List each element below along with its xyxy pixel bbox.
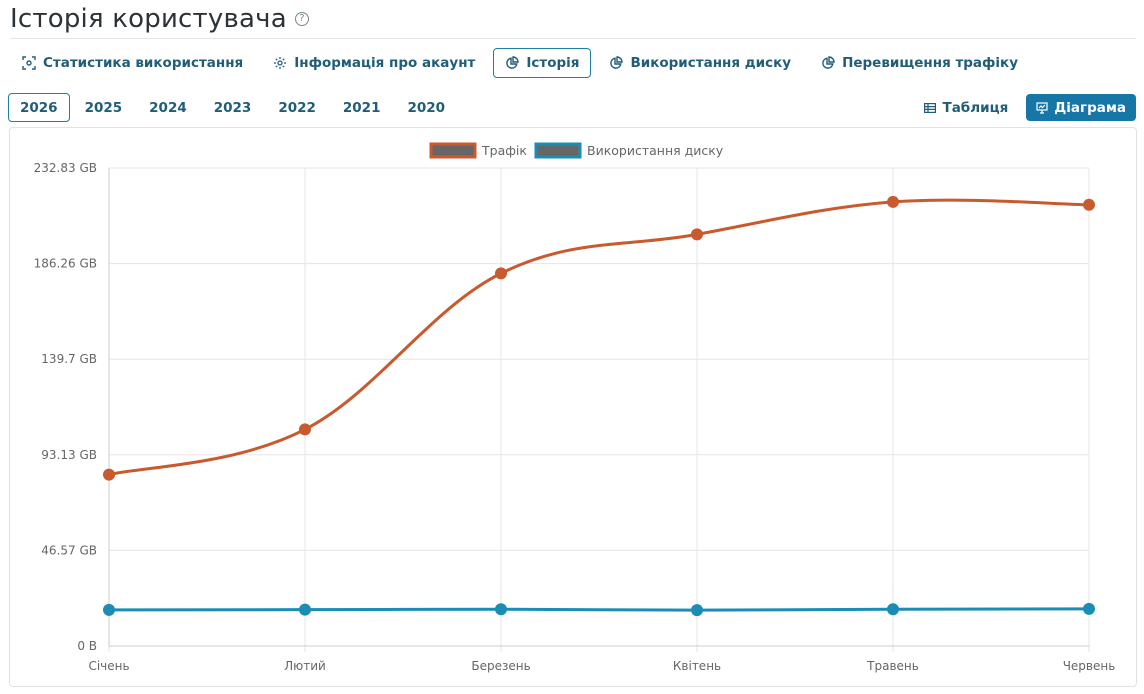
chart-view-button[interactable]: Діаграма — [1026, 94, 1136, 121]
legend-label: Трафік — [481, 143, 527, 158]
data-point-0-1 — [299, 423, 311, 436]
chart-view-label: Діаграма — [1054, 99, 1126, 116]
year-2026[interactable]: 2026 — [8, 93, 70, 122]
data-point-0-3 — [691, 228, 703, 241]
y-tick-label: 186.26 GB — [34, 257, 97, 271]
page-header: Історія користувача ? — [10, 4, 309, 34]
y-tick-label: 232.83 GB — [34, 161, 97, 175]
y-tick-label: 0 B — [77, 639, 97, 653]
tab-usage-stats[interactable]: Статистика використання — [10, 48, 255, 78]
year-selector: 2026 2025 2024 2023 2022 2021 2020 — [8, 93, 460, 122]
x-tick-label: Лютий — [284, 659, 326, 673]
data-point-0-2 — [495, 267, 507, 280]
stats-icon — [22, 56, 36, 70]
tab-history[interactable]: Історія — [493, 48, 592, 78]
data-point-0-0 — [103, 468, 115, 481]
y-tick-label: 46.57 GB — [41, 543, 97, 557]
tab-label: Перевищення трафіку — [842, 55, 1019, 71]
data-point-1-5 — [1083, 602, 1095, 615]
data-point-1-1 — [299, 603, 311, 616]
year-2020[interactable]: 2020 — [407, 99, 446, 116]
legend-label: Використання диску — [587, 143, 724, 158]
table-view-button[interactable]: Таблиця — [914, 94, 1018, 121]
year-2022[interactable]: 2022 — [278, 99, 316, 116]
gear-icon — [274, 57, 287, 69]
year-2025[interactable]: 2025 — [84, 99, 123, 116]
legend-swatch-0 — [429, 142, 477, 159]
data-point-0-5 — [1083, 198, 1095, 211]
tab-label: Статистика використання — [43, 55, 244, 71]
x-tick-label: Березень — [471, 659, 530, 673]
x-tick-label: Червень — [1063, 659, 1116, 673]
year-2021[interactable]: 2021 — [342, 99, 381, 116]
x-tick-label: Травень — [866, 659, 919, 673]
pie-chart-icon — [610, 56, 624, 69]
chart-icon — [1036, 101, 1048, 114]
series-line-0 — [108, 198, 1090, 477]
page-title: Історія користувача — [10, 4, 287, 34]
x-tick-label: Квітень — [673, 659, 721, 673]
help-icon[interactable]: ? — [294, 12, 309, 26]
table-icon — [924, 102, 937, 113]
pie-chart-icon — [822, 56, 835, 69]
data-point-1-3 — [691, 604, 703, 617]
tab-label: Інформація про акаунт — [294, 55, 476, 71]
y-tick-label: 139.7 GB — [41, 352, 97, 366]
title-divider — [10, 38, 1136, 39]
tab-disk-usage[interactable]: Використання диску — [597, 48, 803, 78]
tab-account-info[interactable]: Інформація про акаунт — [261, 48, 487, 78]
legend-swatch-1 — [534, 142, 582, 159]
data-point-1-0 — [103, 603, 115, 616]
series-line-1 — [108, 607, 1090, 612]
tab-label: Використання диску — [630, 55, 792, 71]
tab-label: Історія — [526, 55, 580, 71]
chart-panel: 0 B 46.57 GB 93.13 GB 139.7 GB 186.26 GB 232.… — [9, 127, 1137, 687]
view-switch: Таблиця Діаграма — [914, 94, 1136, 121]
table-view-label: Таблиця — [942, 99, 1009, 116]
data-point-0-4 — [887, 195, 899, 208]
y-tick-label: 93.13 GB — [41, 448, 97, 462]
x-tick-label: Січень — [88, 659, 129, 673]
data-point-1-4 — [887, 603, 899, 616]
section-tabs: Статистика використання Інформація про а… — [10, 48, 1036, 78]
year-2024[interactable]: 2024 — [149, 99, 187, 116]
data-point-1-2 — [495, 603, 507, 616]
tab-traffic-overage[interactable]: Перевищення трафіку — [809, 48, 1030, 78]
year-2023[interactable]: 2023 — [213, 99, 252, 116]
pie-chart-icon — [506, 56, 520, 69]
history-line-chart: 0 B 46.57 GB 93.13 GB 139.7 GB 186.26 GB 232.… — [34, 142, 1116, 673]
